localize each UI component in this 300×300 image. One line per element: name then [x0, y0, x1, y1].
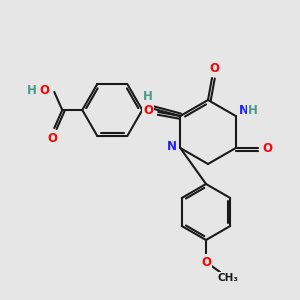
Text: H: H [143, 89, 153, 103]
Text: H: H [27, 83, 37, 97]
Text: N: N [167, 140, 177, 152]
Text: CH₃: CH₃ [218, 273, 239, 283]
Text: O: O [209, 61, 219, 74]
Text: O: O [47, 131, 57, 145]
Text: O: O [39, 83, 49, 97]
Text: O: O [263, 142, 273, 154]
Text: N: N [239, 103, 249, 116]
Text: O: O [143, 103, 153, 116]
Text: O: O [201, 256, 211, 268]
Text: H: H [248, 103, 258, 116]
